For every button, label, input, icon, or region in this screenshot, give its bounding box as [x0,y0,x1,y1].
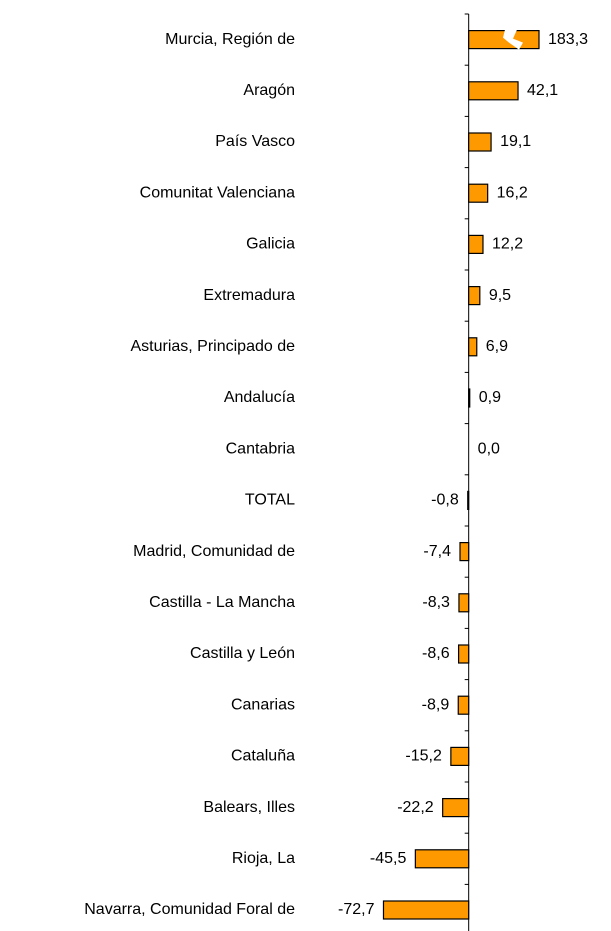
category-label: Cantabria [226,440,295,457]
category-label: Castilla y León [190,645,295,662]
bar [468,81,519,101]
value-label: -72,7 [338,901,375,918]
category-label: Castilla - La Mancha [149,594,295,611]
value-label: 183,3 [548,31,588,48]
category-label: Rioja, La [232,850,295,867]
category-label: Asturias, Principado de [130,338,295,355]
value-label: 42,1 [527,82,558,99]
category-label: Canarias [231,696,295,713]
value-label: -45,5 [370,850,407,867]
value-label: 6,9 [486,338,508,355]
value-label: -8,9 [422,696,450,713]
bar [458,644,470,664]
category-label: País Vasco [215,133,295,150]
bar [459,541,470,562]
bar [468,337,478,357]
bar [467,490,470,510]
value-label: -0,8 [431,492,459,509]
value-label: 16,2 [497,184,528,201]
bar [468,286,481,306]
value-label: 0,0 [478,440,500,457]
category-label: Extremadura [203,287,295,304]
bar [468,30,540,50]
category-label: Cataluña [231,748,295,765]
bar [442,797,470,818]
category-label: TOTAL [245,492,295,509]
value-label: -22,2 [397,799,434,816]
category-label: Andalucía [224,389,295,406]
value-label: 0,9 [479,389,501,406]
value-label: 9,5 [489,287,511,304]
category-label: Aragón [243,82,295,99]
category-label: Comunitat Valenciana [140,184,295,201]
bar [414,849,470,869]
value-label: -8,6 [422,645,450,662]
value-label: 19,1 [500,133,531,150]
value-label: -8,3 [422,594,450,611]
bar [457,695,470,715]
value-label: -7,4 [423,543,451,560]
category-label: Madrid, Comunidad de [133,543,295,560]
bar [382,900,470,920]
category-label: Galicia [246,236,295,253]
bar [450,746,470,767]
bar [468,132,492,152]
value-label: 12,2 [492,236,523,253]
bar [468,183,489,203]
bar [458,593,470,613]
bar [468,388,471,408]
bar [468,234,484,254]
value-label: -15,2 [405,748,442,765]
category-label: Murcia, Región de [165,31,295,48]
axis-break [503,29,523,50]
category-label: Balears, Illes [203,799,295,816]
category-label: Navarra, Comunidad Foral de [84,901,295,918]
